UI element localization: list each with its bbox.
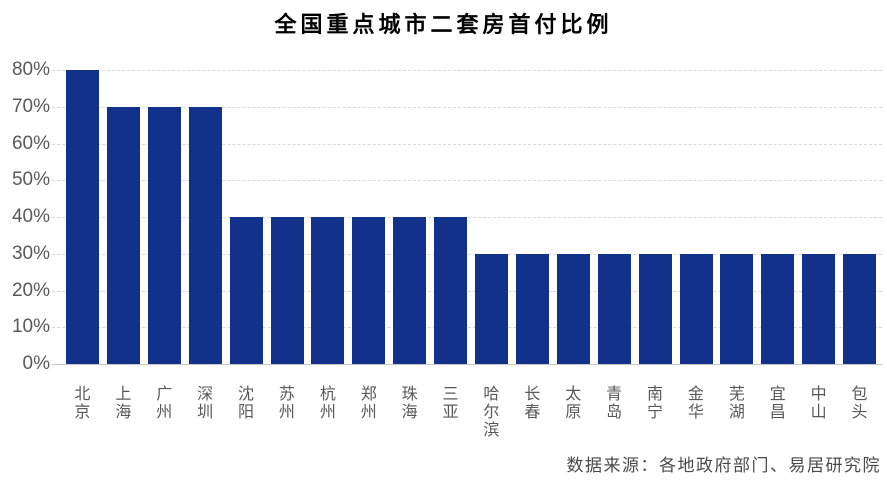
bar [66, 70, 99, 364]
x-tick-label: 郑州 [360, 386, 377, 421]
x-tick-label: 北京 [74, 386, 91, 421]
y-tick-label: 80% [11, 59, 50, 80]
bar [352, 217, 386, 364]
bar [556, 253, 590, 364]
x-tick-label: 南宁 [647, 386, 664, 421]
bar [106, 106, 140, 364]
x-tick-label: 包头 [851, 386, 868, 421]
bar [843, 253, 877, 364]
bar [515, 253, 549, 364]
bar [393, 217, 427, 364]
y-tick-label: 40% [11, 206, 50, 227]
x-tick-label: 长春 [524, 386, 541, 421]
x-tick-label: 沈阳 [238, 386, 255, 421]
bar [720, 253, 754, 364]
y-tick-label: 30% [11, 242, 50, 264]
bar [679, 253, 713, 364]
x-tick-label: 中山 [810, 386, 827, 421]
bar [188, 106, 222, 364]
x-tick-label: 杭州 [319, 386, 336, 421]
gridline [52, 180, 882, 182]
x-tick-label: 金华 [687, 386, 704, 421]
y-tick-label: 50% [11, 169, 50, 191]
bar [638, 253, 672, 364]
x-tick-label: 太原 [565, 386, 582, 421]
y-tick-label: 20% [11, 279, 50, 301]
bar [761, 253, 795, 364]
y-tick-label: 0% [22, 353, 50, 374]
y-tick-label: 10% [11, 316, 50, 338]
x-tick-label: 广州 [156, 386, 173, 421]
x-tick-label: 芜湖 [728, 386, 745, 421]
bar [597, 253, 631, 364]
y-tick-label: 60% [11, 132, 50, 154]
bar [475, 253, 508, 364]
gridline [52, 106, 882, 108]
x-tick-label: 哈尔滨 [483, 386, 500, 439]
x-tick-label: 青岛 [606, 386, 623, 421]
x-tick-label: 上海 [115, 386, 132, 421]
x-tick-label: 苏州 [278, 386, 295, 421]
bar [147, 106, 181, 364]
bar [802, 253, 836, 364]
bar [434, 217, 468, 364]
x-axis-line [52, 364, 882, 365]
x-tick-label: 三亚 [442, 386, 459, 421]
bar [229, 217, 263, 364]
x-tick-label: 珠海 [401, 386, 418, 421]
source-note: 数据来源：各地政府部门、易居研究院 [566, 456, 881, 475]
x-tick-label: 宜昌 [769, 386, 786, 421]
gridline [52, 143, 882, 145]
gridline [52, 70, 882, 71]
y-tick-label: 70% [11, 95, 50, 117]
chart-title: 全国重点城市二套房首付比例 [274, 12, 613, 38]
bar [311, 217, 345, 364]
x-tick-label: 深圳 [197, 386, 214, 421]
bar [270, 217, 304, 364]
